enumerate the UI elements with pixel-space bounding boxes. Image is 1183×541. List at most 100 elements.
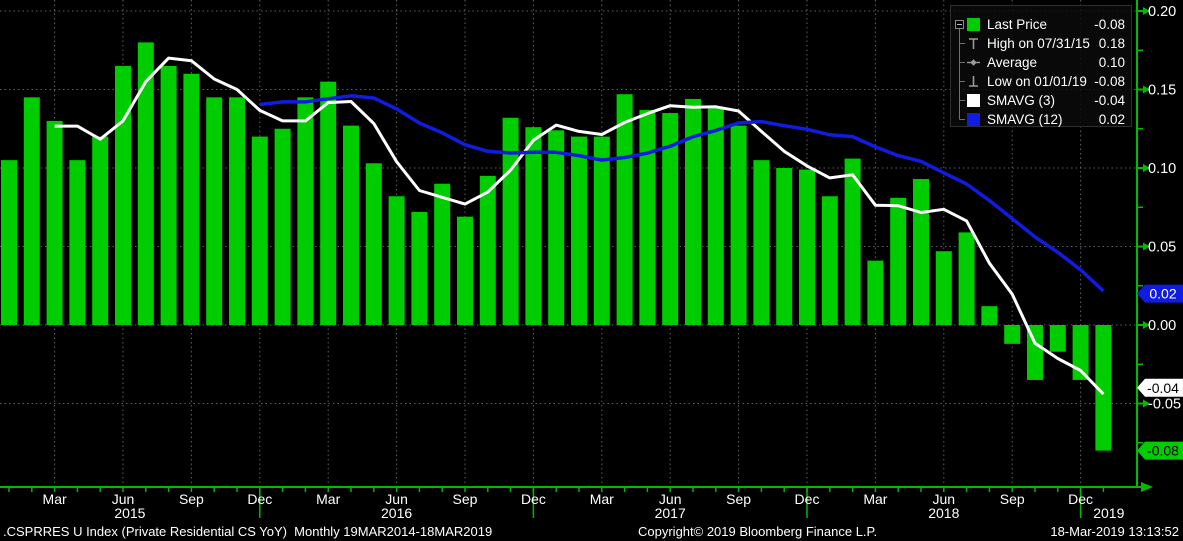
legend-item-high[interactable]: High on 07/31/15 0.18	[951, 34, 1131, 53]
status-bar: .CSPRRES U Index (Private Residential CS…	[0, 522, 1183, 541]
price-bar	[776, 168, 793, 325]
price-bar	[229, 97, 245, 325]
price-bar	[92, 136, 109, 325]
x-axis-month-label: Sep	[1000, 491, 1025, 507]
y-axis-label: -0.05	[1148, 397, 1181, 413]
timestamp: 18-Mar-2019 13:13:52	[1050, 524, 1179, 539]
price-bar	[981, 306, 998, 325]
x-axis-month-label: Jun	[659, 491, 682, 507]
legend-value: -0.04	[1094, 93, 1125, 108]
legend-label: SMAVG (12)	[987, 112, 1063, 127]
x-axis-month-label: Mar	[863, 491, 887, 507]
legend-label: Average	[987, 55, 1038, 70]
price-bar	[616, 94, 633, 326]
price-bar	[1, 160, 17, 325]
price-badge-value: -0.04	[1147, 380, 1179, 396]
legend-item-average[interactable]: Average 0.10	[951, 53, 1131, 72]
smavg3-line	[54, 56, 1105, 396]
price-bar	[502, 117, 519, 325]
price-bar	[730, 125, 747, 325]
price-bar	[137, 42, 154, 326]
price-bar	[935, 251, 952, 325]
price-bar	[821, 196, 838, 325]
legend-label: High on 07/31/15	[987, 36, 1090, 51]
price-bar	[388, 196, 405, 325]
average-marker-icon	[966, 55, 981, 70]
smavg12-line	[259, 94, 1105, 293]
x-axis-year-label: 2016	[381, 505, 412, 521]
price-bar	[662, 113, 679, 325]
price-badge-shape	[1137, 378, 1183, 397]
price-badge-shape	[1137, 284, 1183, 303]
legend-label: Low on 01/01/19	[987, 74, 1087, 89]
x-axis-month-label: Jun	[112, 491, 135, 507]
x-axis-month-label: Dec	[1068, 491, 1093, 507]
price-badge: 0.02	[1137, 284, 1183, 303]
x-axis-year-label: 2017	[655, 505, 686, 521]
y-axis-label: 0.05	[1148, 240, 1176, 256]
y-axis-label: 0.20	[1148, 4, 1176, 20]
price-bar	[434, 183, 451, 325]
price-badge-value: -0.08	[1147, 443, 1179, 459]
price-bar	[1049, 325, 1066, 352]
price-bar	[274, 128, 291, 325]
legend-item-smavg3[interactable]: SMAVG (3) -0.04	[951, 91, 1131, 110]
price-bar	[206, 97, 223, 325]
price-bar	[479, 175, 496, 325]
security-description: .CSPRRES U Index (Private Residential CS…	[3, 524, 493, 539]
price-bar	[297, 97, 314, 325]
price-bar	[1004, 325, 1021, 344]
chart-legend[interactable]: Last Price -0.08 High on 07/31/15 0.18 A…	[950, 5, 1132, 127]
low-marker-icon	[966, 74, 981, 89]
y-tick-arrow-icon	[1143, 399, 1150, 408]
y-axis-label: 0.15	[1148, 83, 1176, 99]
price-bar	[1095, 325, 1112, 451]
price-bar	[799, 169, 815, 325]
x-axis-month-label: Sep	[179, 491, 204, 507]
price-bar	[525, 127, 542, 326]
smavg12-swatch-icon	[966, 112, 981, 127]
last-price-swatch-icon	[966, 17, 981, 32]
legend-item-smavg12[interactable]: SMAVG (12) 0.02	[951, 110, 1131, 129]
price-bar	[183, 73, 200, 325]
legend-item-last-price[interactable]: Last Price -0.08	[951, 15, 1131, 34]
price-bar	[115, 65, 131, 325]
x-axis-month-label: Jun	[385, 491, 408, 507]
y-tick-arrow-icon	[1143, 164, 1150, 172]
x-axis-month-label: Dec	[521, 491, 546, 507]
price-badge: -0.04	[1137, 378, 1183, 397]
price-bar	[343, 125, 359, 325]
price-bar	[1027, 325, 1043, 380]
price-badge-value: 0.02	[1149, 286, 1176, 302]
price-bar	[844, 158, 861, 325]
price-bar	[69, 160, 86, 325]
x-axis-year-label: 2019	[1093, 505, 1124, 521]
x-axis-month-label: Sep	[726, 491, 751, 507]
legend-value: 0.10	[1098, 55, 1125, 70]
price-bar	[707, 108, 724, 325]
price-bar	[958, 232, 975, 325]
x-axis-year-label: 2018	[928, 505, 959, 521]
legend-label: Last Price	[987, 17, 1048, 32]
x-axis-month-label: Mar	[590, 491, 614, 507]
legend-label: SMAVG (3)	[987, 93, 1056, 108]
legend-item-low[interactable]: Low on 01/01/19 -0.08	[951, 72, 1131, 91]
price-bar	[867, 260, 884, 325]
y-tick-arrow-icon	[1143, 321, 1150, 329]
legend-collapse-toggle[interactable]	[955, 20, 964, 29]
x-axis-month-label: Dec	[247, 491, 272, 507]
price-badge-shape	[1137, 441, 1183, 460]
price-bar	[639, 109, 656, 325]
price-chart-canvas[interactable]: 0.20 0.15 0.10 0.05 0.00 -0.05 Mar Jun Sep Dec Mar…	[0, 0, 1183, 522]
price-bar	[548, 130, 565, 325]
price-bar	[251, 136, 268, 325]
price-bar	[160, 65, 177, 325]
high-marker-icon	[966, 36, 981, 51]
legend-value: -0.08	[1094, 17, 1125, 32]
price-bar	[913, 178, 929, 325]
copyright-notice: Copyright© 2019 Bloomberg Finance L.P.	[638, 524, 878, 539]
price-bar	[753, 160, 770, 325]
price-bar	[1072, 325, 1089, 380]
x-axis-year-label: 2015	[114, 505, 145, 521]
